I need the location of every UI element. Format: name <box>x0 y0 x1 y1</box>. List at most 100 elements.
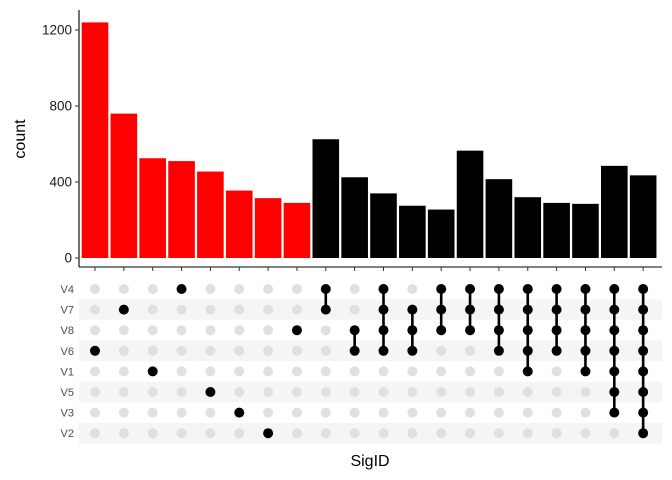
bar-7 <box>254 198 282 258</box>
dot-filled-13-V8 <box>436 325 447 336</box>
dot-filled-11-V7 <box>378 304 389 315</box>
dot-empty-4-V1 <box>176 366 187 377</box>
bar-13 <box>427 209 455 258</box>
set-label-V2: V2 <box>61 428 74 440</box>
dot-empty-18-V3 <box>580 407 591 418</box>
dot-filled-15-V6 <box>493 345 504 356</box>
dot-filled-20-V7 <box>638 304 649 315</box>
dot-filled-12-V6 <box>407 345 418 356</box>
matrix-row-stripes <box>79 299 662 444</box>
dot-filled-3-V1 <box>147 366 158 377</box>
dot-empty-8-V2 <box>291 428 302 439</box>
dot-empty-9-V5 <box>320 387 331 397</box>
dot-empty-1-V2 <box>90 428 100 439</box>
dot-empty-7-V6 <box>263 345 274 356</box>
dot-empty-4-V8 <box>176 325 187 336</box>
set-labels: V4 V7 V8 V6 V1 V5 V3 V2 <box>61 284 74 440</box>
dot-empty-12-V3 <box>407 407 418 418</box>
dot-filled-13-V4 <box>436 284 447 294</box>
dot-filled-20-V5 <box>638 387 649 397</box>
dot-empty-18-V2 <box>580 428 591 439</box>
dot-filled-20-V3 <box>638 407 649 418</box>
dot-empty-13-V5 <box>436 387 447 397</box>
dot-empty-6-V6 <box>234 345 245 356</box>
dot-empty-9-V8 <box>320 325 331 336</box>
dot-empty-5-V2 <box>205 428 216 439</box>
dot-empty-14-V2 <box>465 428 476 439</box>
bar-11 <box>370 193 397 258</box>
dot-filled-17-V4 <box>551 284 562 294</box>
bar-5 <box>197 171 224 258</box>
dot-filled-17-V8 <box>551 325 562 336</box>
bar-19 <box>601 165 628 258</box>
dot-filled-4-V4 <box>176 284 187 294</box>
bar-6 <box>225 190 253 258</box>
dot-empty-4-V2 <box>176 428 187 439</box>
y-axis-title: count <box>12 119 29 159</box>
dot-empty-13-V6 <box>436 345 447 356</box>
dot-empty-10-V7 <box>349 304 360 315</box>
bar-15 <box>485 179 513 258</box>
dot-empty-2-V2 <box>118 428 129 439</box>
dot-empty-7-V4 <box>263 284 274 294</box>
bar-18 <box>572 203 599 258</box>
y-tick-label-800: 800 <box>49 99 72 114</box>
dot-empty-3-V4 <box>147 284 158 294</box>
set-label-V4: V4 <box>61 284 74 296</box>
dot-empty-11-V2 <box>378 428 389 439</box>
dot-empty-6-V2 <box>234 428 245 439</box>
bar-16 <box>514 197 542 258</box>
y-tick-label-0: 0 <box>64 251 72 266</box>
dot-empty-10-V3 <box>349 407 360 418</box>
bar-2 <box>110 113 138 258</box>
dot-filled-12-V7 <box>407 304 418 315</box>
dot-filled-18-V6 <box>580 345 591 356</box>
dot-filled-11-V4 <box>378 284 389 294</box>
dot-filled-19-V8 <box>609 325 620 336</box>
dot-empty-13-V2 <box>436 428 447 439</box>
dot-filled-11-V8 <box>378 325 389 336</box>
matrix-stripe-V2 <box>79 422 662 444</box>
dot-empty-7-V8 <box>263 325 274 336</box>
dot-empty-10-V4 <box>349 284 360 294</box>
dot-empty-8-V3 <box>291 407 302 418</box>
y-tick-label-400: 400 <box>49 175 72 190</box>
dot-filled-18-V7 <box>580 304 591 315</box>
dot-filled-10-V8 <box>349 325 360 336</box>
dot-empty-11-V3 <box>378 407 389 418</box>
bar-4 <box>168 161 195 258</box>
intersection-matrix <box>90 284 649 439</box>
dot-empty-2-V1 <box>118 366 129 377</box>
dot-filled-19-V5 <box>609 387 620 397</box>
dot-empty-4-V7 <box>176 304 187 315</box>
dot-filled-16-V7 <box>522 304 533 315</box>
dot-empty-16-V2 <box>522 428 533 439</box>
dot-empty-8-V6 <box>291 345 302 356</box>
dot-empty-15-V5 <box>493 387 504 397</box>
dot-empty-12-V2 <box>407 428 418 439</box>
dot-filled-18-V1 <box>580 366 591 377</box>
matrix-stripe-V6 <box>79 340 662 362</box>
dot-empty-7-V5 <box>263 387 274 397</box>
dot-empty-15-V3 <box>493 407 504 418</box>
dot-empty-7-V7 <box>263 304 274 315</box>
set-label-V6: V6 <box>61 346 74 358</box>
dot-empty-2-V3 <box>118 407 129 418</box>
dot-filled-16-V4 <box>522 284 533 294</box>
dot-filled-16-V6 <box>522 345 533 356</box>
dot-empty-6-V5 <box>234 387 245 397</box>
dot-empty-14-V1 <box>465 366 476 377</box>
dot-filled-19-V6 <box>609 345 620 356</box>
dot-filled-18-V8 <box>580 325 591 336</box>
dot-empty-1-V5 <box>90 387 100 397</box>
dot-empty-9-V3 <box>320 407 331 418</box>
dot-empty-1-V3 <box>90 407 100 418</box>
dot-empty-9-V1 <box>320 366 331 377</box>
dot-empty-17-V5 <box>551 387 562 397</box>
dot-empty-9-V2 <box>320 428 331 439</box>
dot-filled-20-V4 <box>638 284 649 294</box>
dot-empty-8-V7 <box>291 304 302 315</box>
dot-empty-3-V3 <box>147 407 158 418</box>
dot-empty-12-V5 <box>407 387 418 397</box>
